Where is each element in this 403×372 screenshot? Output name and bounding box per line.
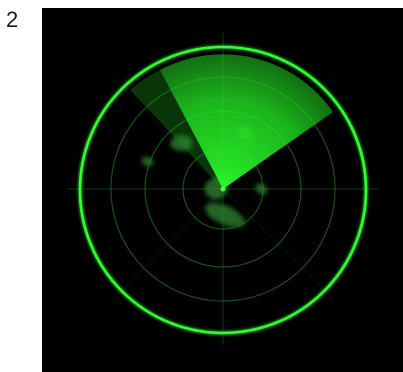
radar-scope [67, 33, 379, 345]
radar-sweep-tail [130, 70, 223, 189]
figure-number: 2 [6, 7, 19, 32]
radar-center [220, 186, 226, 192]
radar-sweep [160, 54, 333, 189]
radar-display [42, 8, 403, 372]
radar-outer-ring [78, 45, 368, 335]
